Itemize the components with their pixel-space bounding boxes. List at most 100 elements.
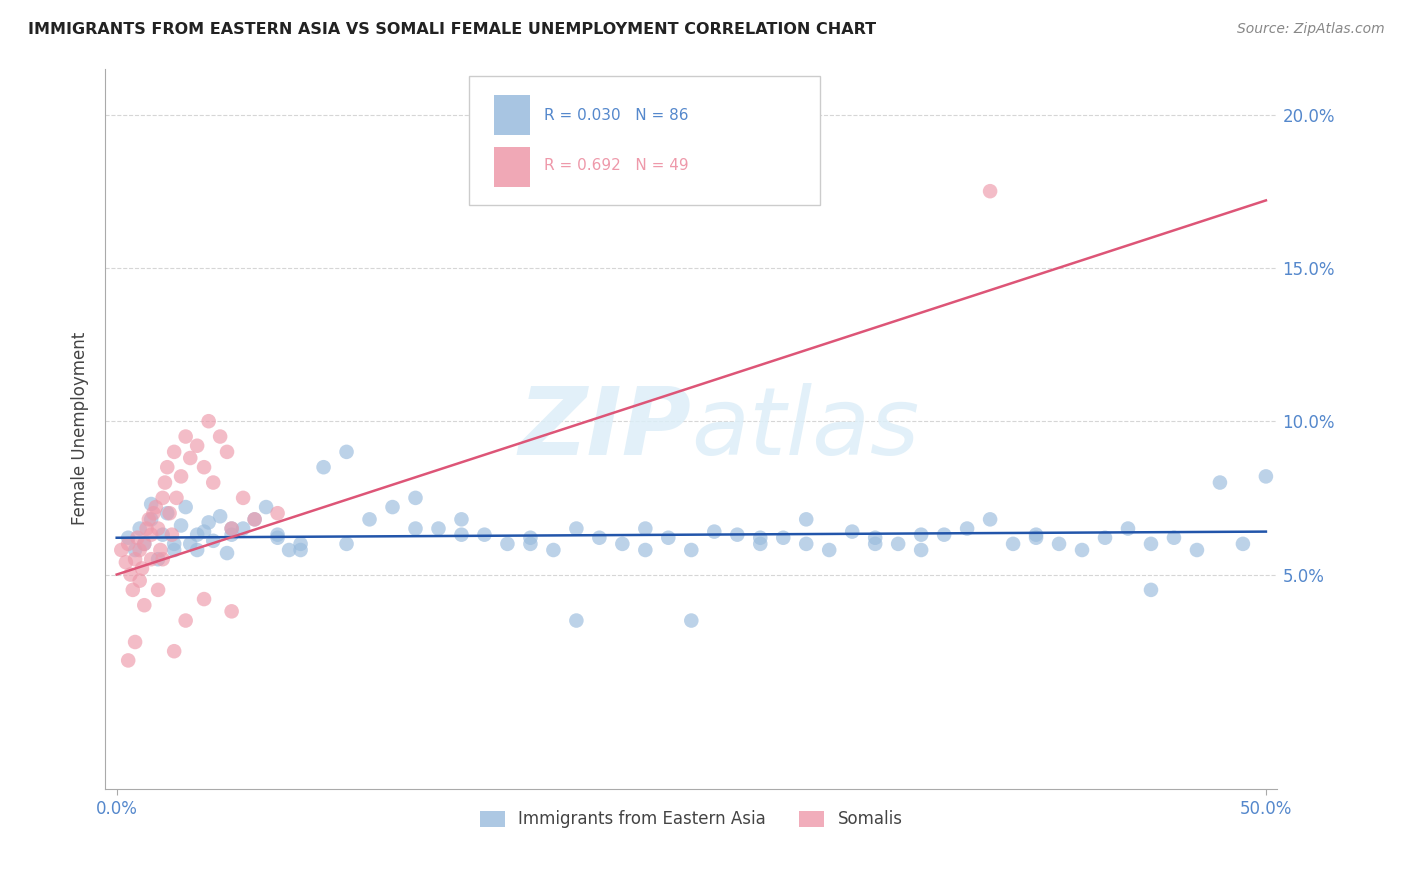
Point [134, 537, 156, 551]
Point [215, 546, 238, 560]
Point [128, 522, 150, 536]
Point [818, 543, 841, 558]
Point [565, 614, 588, 628]
Point [956, 522, 979, 536]
Point [1140, 537, 1163, 551]
Point [254, 500, 277, 514]
Point [1025, 531, 1047, 545]
Point [142, 506, 165, 520]
Point [115, 555, 138, 569]
Point [266, 531, 288, 545]
Point [266, 506, 288, 520]
Point [152, 491, 174, 505]
Point [290, 537, 312, 551]
Point [450, 527, 472, 541]
Point [179, 537, 201, 551]
Point [496, 537, 519, 551]
Point [405, 522, 427, 536]
Point [193, 524, 215, 539]
Point [221, 527, 243, 541]
Point [427, 522, 450, 536]
Point [128, 574, 150, 588]
Text: atlas: atlas [692, 384, 920, 475]
Point [863, 537, 886, 551]
Point [519, 537, 541, 551]
Point [186, 527, 208, 541]
Point [703, 524, 725, 539]
Point [163, 543, 186, 558]
Point [134, 537, 156, 551]
Point [979, 512, 1001, 526]
Point [174, 500, 197, 514]
Text: IMMIGRANTS FROM EASTERN ASIA VS SOMALI FEMALE UNEMPLOYMENT CORRELATION CHART: IMMIGRANTS FROM EASTERN ASIA VS SOMALI F… [28, 22, 876, 37]
Point [290, 543, 312, 558]
Point [910, 543, 932, 558]
Point [221, 522, 243, 536]
Point [612, 537, 634, 551]
Point [243, 512, 266, 526]
Point [186, 439, 208, 453]
Point [117, 653, 139, 667]
Point [519, 531, 541, 545]
Point [163, 445, 186, 459]
Point [232, 491, 254, 505]
Point [215, 445, 238, 459]
Point [117, 537, 139, 551]
Point [141, 512, 163, 526]
Point [170, 469, 193, 483]
Point [934, 527, 956, 541]
Point [202, 533, 225, 548]
Bar [495, 147, 530, 186]
Point [117, 531, 139, 545]
Point [159, 506, 181, 520]
Point [193, 592, 215, 607]
Point [1140, 582, 1163, 597]
Point [794, 537, 817, 551]
Point [209, 429, 232, 443]
Point [152, 552, 174, 566]
Point [450, 512, 472, 526]
Point [186, 543, 208, 558]
Point [110, 543, 132, 558]
Point [163, 537, 186, 551]
Point [657, 531, 679, 545]
Point [335, 537, 357, 551]
Point [174, 614, 197, 628]
Point [1116, 522, 1139, 536]
Point [634, 522, 657, 536]
Bar [495, 95, 530, 135]
Text: R = 0.692   N = 49: R = 0.692 N = 49 [544, 159, 688, 173]
Point [163, 644, 186, 658]
Text: ZIP: ZIP [519, 383, 692, 475]
Point [156, 460, 179, 475]
Point [179, 450, 201, 465]
Point [193, 460, 215, 475]
FancyBboxPatch shape [468, 76, 820, 205]
Point [1209, 475, 1232, 490]
Point [127, 531, 149, 545]
Point [149, 543, 172, 558]
Point [170, 518, 193, 533]
Point [794, 512, 817, 526]
Point [335, 445, 357, 459]
Point [160, 527, 183, 541]
Point [1094, 531, 1116, 545]
Point [135, 522, 157, 536]
Point [232, 522, 254, 536]
Point [221, 604, 243, 618]
Point [134, 598, 156, 612]
Point [841, 524, 863, 539]
Point [474, 527, 496, 541]
Point [131, 561, 153, 575]
Point [772, 531, 794, 545]
Point [209, 509, 232, 524]
Point [202, 475, 225, 490]
Y-axis label: Female Unemployment: Female Unemployment [72, 332, 89, 525]
Point [166, 491, 188, 505]
Point [121, 582, 143, 597]
Point [120, 567, 142, 582]
Point [124, 635, 146, 649]
Point [381, 500, 404, 514]
Point [634, 543, 657, 558]
Point [588, 531, 610, 545]
